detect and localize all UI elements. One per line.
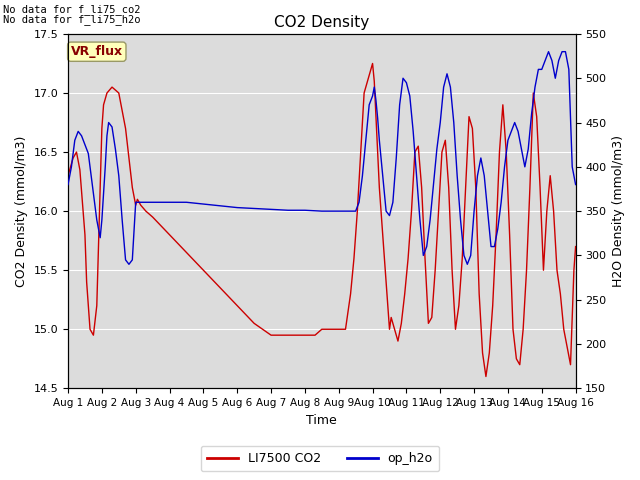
Y-axis label: CO2 Density (mmol/m3): CO2 Density (mmol/m3) — [15, 135, 28, 287]
X-axis label: Time: Time — [307, 414, 337, 427]
Text: VR_flux: VR_flux — [71, 45, 123, 58]
Title: CO2 Density: CO2 Density — [274, 15, 369, 30]
Text: No data for f_li75_h2o: No data for f_li75_h2o — [3, 13, 141, 24]
Y-axis label: H2O Density (mmol/m3): H2O Density (mmol/m3) — [612, 135, 625, 287]
Text: No data for f_li75_co2: No data for f_li75_co2 — [3, 4, 141, 15]
Legend: LI7500 CO2, op_h2o: LI7500 CO2, op_h2o — [201, 446, 439, 471]
